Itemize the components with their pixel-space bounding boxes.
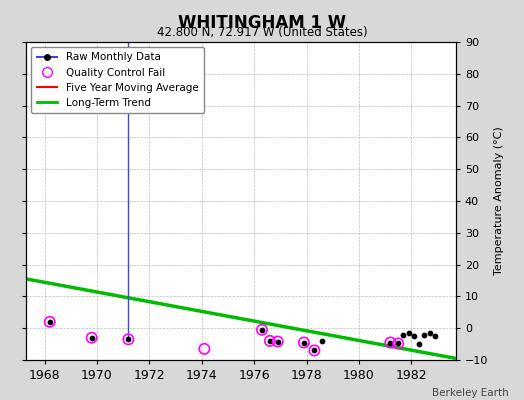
Point	[266, 338, 274, 344]
Y-axis label: Temperature Anomaly (°C): Temperature Anomaly (°C)	[494, 127, 504, 275]
Point	[425, 330, 434, 336]
Point	[300, 339, 308, 346]
Point	[420, 331, 429, 338]
Point	[46, 319, 54, 325]
Point	[46, 319, 54, 325]
Point	[274, 338, 282, 345]
Point	[124, 336, 133, 342]
Point	[258, 326, 266, 333]
Point	[88, 334, 96, 341]
Text: Berkeley Earth: Berkeley Earth	[432, 388, 508, 398]
Point	[88, 334, 96, 341]
Point	[124, 336, 133, 342]
Point	[394, 340, 402, 347]
Point	[310, 347, 319, 354]
Point	[310, 347, 319, 354]
Text: WHITINGHAM 1 W: WHITINGHAM 1 W	[178, 14, 346, 32]
Point	[318, 338, 326, 344]
Point	[410, 333, 418, 339]
Point	[200, 346, 209, 352]
Point	[386, 339, 395, 346]
Text: 42.800 N, 72.917 W (United States): 42.800 N, 72.917 W (United States)	[157, 26, 367, 39]
Point	[415, 341, 423, 347]
Point	[300, 339, 308, 346]
Point	[258, 326, 266, 333]
Point	[266, 338, 274, 344]
Point	[386, 339, 395, 346]
Point	[394, 340, 402, 347]
Point	[399, 331, 408, 338]
Point	[274, 338, 282, 345]
Point	[405, 330, 413, 336]
Point	[431, 333, 439, 339]
Legend: Raw Monthly Data, Quality Control Fail, Five Year Moving Average, Long-Term Tren: Raw Monthly Data, Quality Control Fail, …	[31, 47, 204, 113]
